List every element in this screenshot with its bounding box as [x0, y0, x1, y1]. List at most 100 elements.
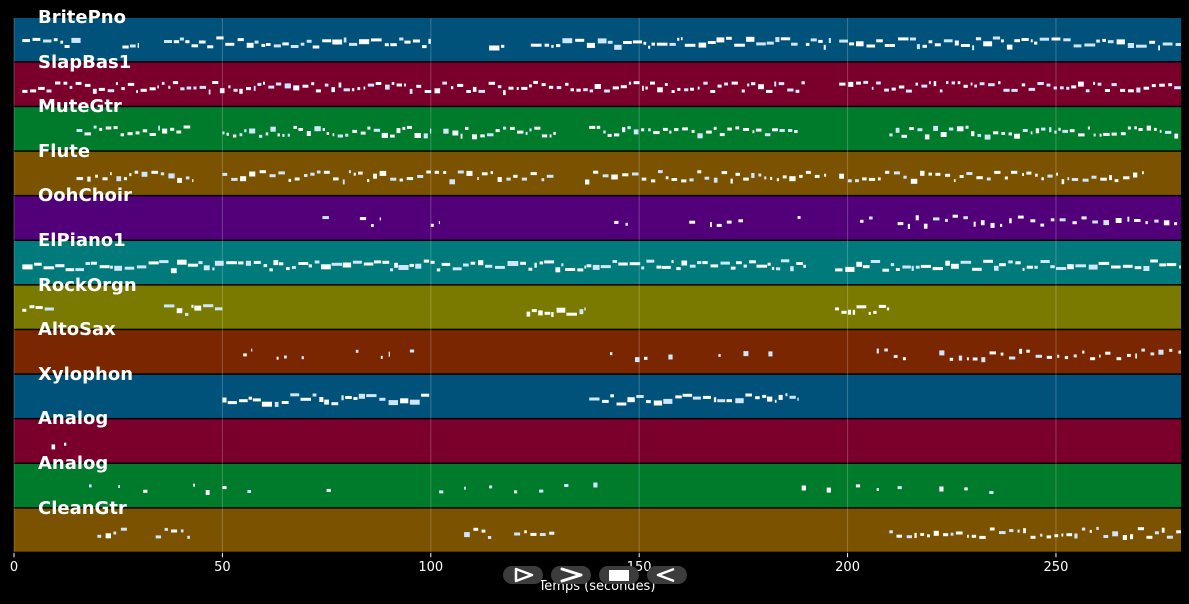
note	[561, 263, 564, 267]
note	[1004, 176, 1008, 180]
note	[656, 42, 668, 46]
note	[1041, 127, 1046, 131]
note	[625, 222, 628, 226]
note	[508, 86, 514, 90]
note	[726, 36, 732, 40]
note	[604, 89, 610, 93]
note	[367, 179, 370, 183]
note	[293, 85, 300, 91]
note	[390, 177, 397, 181]
note	[424, 90, 432, 93]
note	[412, 39, 420, 43]
note	[168, 85, 171, 89]
note	[436, 268, 441, 272]
note	[602, 399, 609, 403]
note	[1133, 172, 1138, 178]
note	[1146, 535, 1153, 539]
play-button[interactable]	[503, 566, 543, 584]
note	[268, 85, 275, 89]
note	[706, 130, 712, 134]
track-label: SlapBas1	[38, 51, 132, 73]
note	[464, 532, 470, 538]
note	[281, 401, 289, 404]
note	[360, 131, 366, 135]
note	[752, 130, 755, 134]
note	[1056, 172, 1058, 176]
note	[177, 259, 187, 265]
note	[650, 81, 655, 85]
note	[349, 42, 358, 46]
note	[1054, 534, 1059, 538]
note	[976, 176, 983, 180]
note	[703, 81, 708, 85]
note	[1054, 130, 1057, 134]
note	[124, 266, 135, 270]
note	[1151, 84, 1156, 88]
note	[438, 221, 440, 225]
stop-button[interactable]	[599, 566, 639, 584]
note	[423, 259, 430, 263]
forward-button[interactable]	[551, 566, 591, 584]
note	[1150, 259, 1158, 263]
note	[955, 531, 963, 535]
note	[530, 532, 537, 536]
note	[845, 266, 855, 272]
note	[199, 85, 206, 89]
note	[682, 127, 688, 131]
note	[661, 265, 671, 269]
note	[951, 263, 959, 269]
note	[35, 306, 43, 309]
note	[745, 393, 752, 397]
note	[589, 397, 600, 401]
note	[570, 88, 574, 92]
note	[612, 86, 619, 90]
note	[632, 40, 642, 44]
note	[530, 43, 542, 47]
note	[972, 357, 978, 361]
note	[689, 264, 696, 268]
note	[1009, 218, 1012, 224]
note	[355, 349, 359, 353]
note	[513, 174, 518, 178]
note	[584, 307, 586, 311]
note	[254, 40, 259, 44]
note	[785, 393, 788, 397]
note	[856, 261, 863, 267]
note	[300, 397, 311, 401]
note	[1023, 528, 1026, 534]
track-label: MuteGtr	[38, 96, 122, 118]
rewind-button[interactable]	[647, 566, 687, 584]
note	[238, 261, 244, 265]
note	[1169, 348, 1173, 352]
note	[22, 308, 27, 312]
note	[105, 533, 111, 539]
note	[862, 265, 870, 269]
note	[212, 81, 219, 84]
note	[290, 45, 299, 48]
note	[337, 134, 343, 138]
note	[270, 126, 276, 132]
note	[22, 264, 33, 270]
note	[1111, 132, 1117, 136]
note	[1159, 263, 1166, 267]
note	[248, 396, 252, 400]
note	[259, 134, 263, 138]
note	[1050, 218, 1055, 222]
note	[1026, 349, 1030, 353]
note	[906, 535, 912, 539]
note	[893, 171, 900, 175]
note	[480, 134, 485, 138]
note	[321, 264, 331, 270]
note	[651, 179, 656, 183]
note	[102, 177, 108, 181]
note	[404, 40, 411, 44]
note	[222, 397, 227, 403]
note	[149, 133, 156, 136]
note	[646, 400, 651, 404]
note	[790, 266, 794, 272]
note	[614, 44, 622, 50]
note	[1149, 40, 1156, 44]
note	[597, 38, 607, 44]
note	[239, 399, 248, 403]
note	[231, 177, 238, 181]
